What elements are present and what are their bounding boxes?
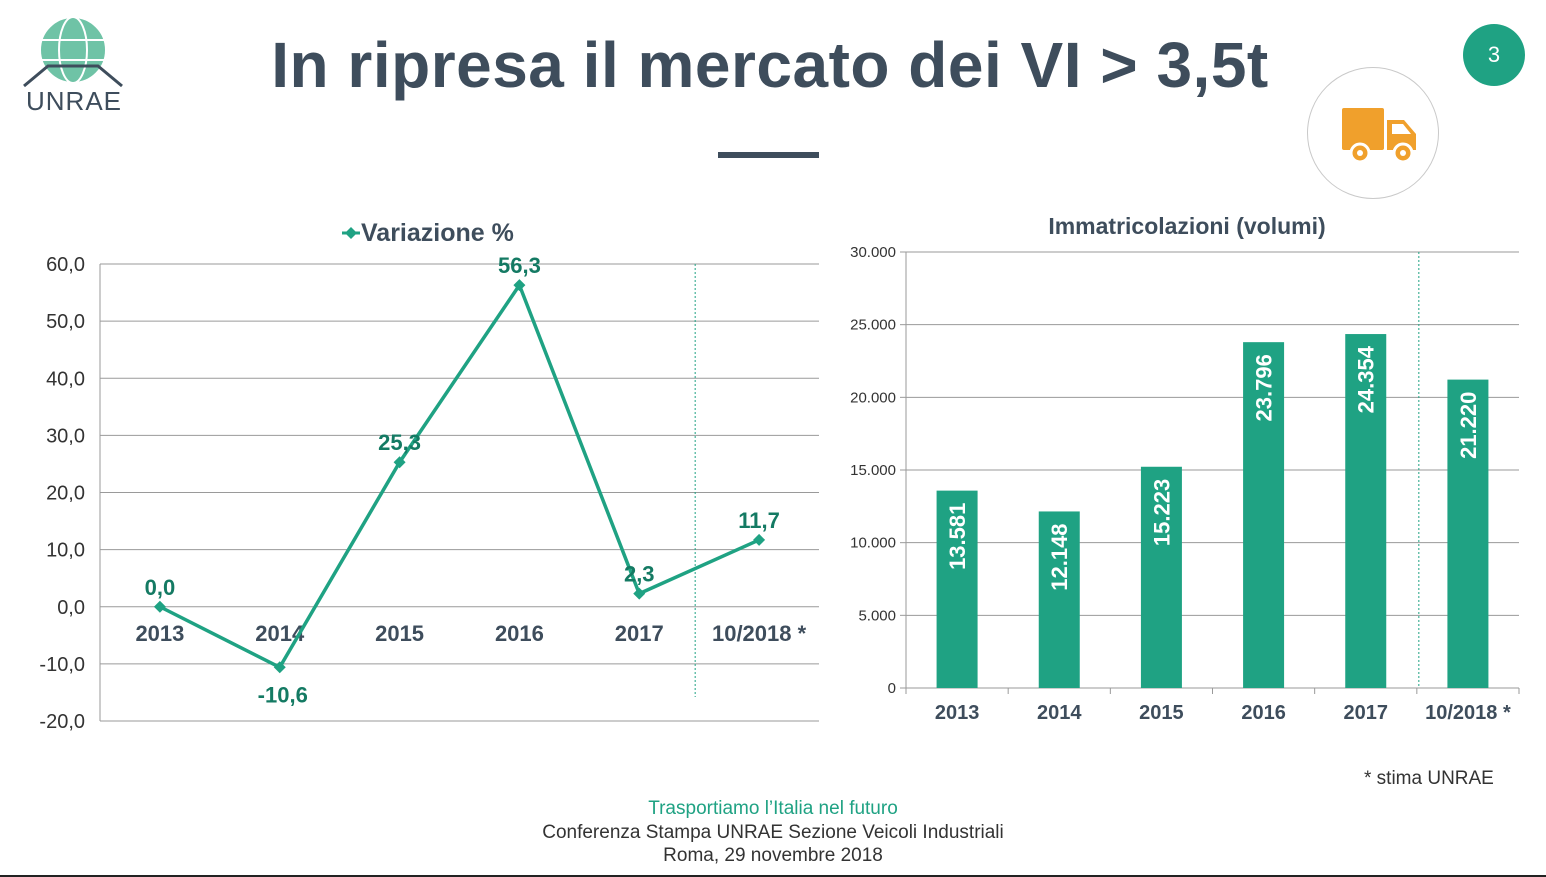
line-chart-y-tick: 20,0: [46, 483, 85, 505]
bar-chart-title: Immatricolazioni (volumi): [1048, 213, 1325, 239]
bar-chart-y-tick: 10.000: [850, 535, 896, 552]
line-chart-point: [513, 279, 526, 292]
truck-badge: [1307, 67, 1439, 199]
bar-chart-data-label: 13.581: [945, 503, 970, 570]
line-chart-point: [273, 661, 286, 674]
bar-chart-y-tick: 20.000: [850, 389, 896, 406]
footer-place-date: Roma, 29 novembre 2018: [663, 845, 883, 866]
bar-chart-bar: [1140, 466, 1182, 688]
line-chart-legend-swatch-marker: [345, 227, 357, 239]
bar-chart-bar: [1345, 334, 1387, 688]
bar-chart-y-tick: 25.000: [850, 317, 896, 334]
line-chart-series-line: [159, 283, 760, 670]
line-chart-point: [153, 600, 166, 613]
line-chart-x-label: 2013: [135, 621, 184, 646]
line-chart-point: [633, 587, 646, 600]
footer-event: Conferenza Stampa UNRAE Sezione Veicoli …: [542, 822, 1004, 843]
line-chart-data-label: -10,6: [258, 682, 308, 707]
unrae-logo: UNRAE: [18, 14, 130, 116]
line-chart-y-tick: -20,0: [39, 711, 85, 733]
line-chart-y-tick: -10,0: [39, 654, 85, 676]
line-chart-data-label: 2,3: [624, 562, 655, 587]
bar-chart-bar: [936, 490, 978, 688]
bar-chart-y-tick: 5.000: [858, 607, 896, 624]
line-chart-data-label: 25,3: [378, 430, 421, 455]
line-chart-data-label: 56,3: [498, 253, 541, 278]
line-chart-legend-label: Variazione %: [361, 219, 514, 247]
line-chart-x-label: 10/2018 *: [712, 621, 807, 646]
bar-chart-y-tick: 15.000: [850, 462, 896, 479]
globe-logo-icon: [23, 16, 123, 88]
line-chart-x-label: 2016: [495, 621, 544, 646]
line-chart-data-label: 11,7: [738, 508, 780, 533]
page-number-badge: 3: [1463, 24, 1525, 86]
logo-text: UNRAE: [25, 86, 122, 116]
line-chart-y-tick: 60,0: [46, 254, 85, 276]
footer-tagline: Trasportiamo l’Italia nel futuro: [648, 798, 898, 819]
bar-chart-data-label: 21.220: [1456, 392, 1481, 459]
bar-chart-x-label: 2013: [935, 702, 980, 724]
line-chart-point: [753, 533, 766, 546]
bar-chart-y-tick: 0: [888, 680, 896, 697]
line-chart-y-tick: 10,0: [46, 540, 85, 562]
line-chart-y-tick: 0,0: [57, 597, 85, 619]
bottom-border: [0, 875, 1546, 877]
footnote: * stima UNRAE: [1364, 768, 1494, 789]
line-chart-point: [393, 456, 406, 469]
bar-chart-x-label: 2015: [1139, 702, 1184, 724]
bar-chart-y-tick: 30.000: [850, 244, 896, 261]
bar-chart-x-label: 2017: [1344, 702, 1389, 724]
line-chart-y-tick: 30,0: [46, 425, 85, 447]
line-chart-y-tick: 40,0: [46, 368, 85, 390]
bar-chart-x-label: 2014: [1037, 702, 1082, 724]
page-title: In ripresa il mercato dei VI > 3,5t: [271, 29, 1269, 101]
bar-chart-data-label: 23.796: [1252, 354, 1277, 421]
line-chart-x-label: 2014: [255, 621, 305, 646]
truck-icon: [1342, 108, 1416, 164]
line-chart-y-tick: 50,0: [46, 311, 85, 333]
title-underline: [718, 152, 819, 158]
bar-chart-bar: [1038, 511, 1080, 688]
bar-chart-data-label: 24.354: [1354, 345, 1379, 413]
bar-chart-data-label: 12.148: [1047, 523, 1072, 590]
bar-chart-bar: [1243, 342, 1285, 688]
line-chart-x-label: 2017: [615, 621, 664, 646]
line-chart-data-label: 0,0: [145, 575, 176, 600]
bar-chart-bar: [1447, 379, 1489, 688]
bar-chart-x-label: 2016: [1241, 702, 1286, 724]
bar-chart-data-label: 15.223: [1149, 479, 1174, 546]
bar-chart-x-label: 10/2018 *: [1425, 702, 1511, 724]
line-chart-x-label: 2015: [375, 621, 424, 646]
